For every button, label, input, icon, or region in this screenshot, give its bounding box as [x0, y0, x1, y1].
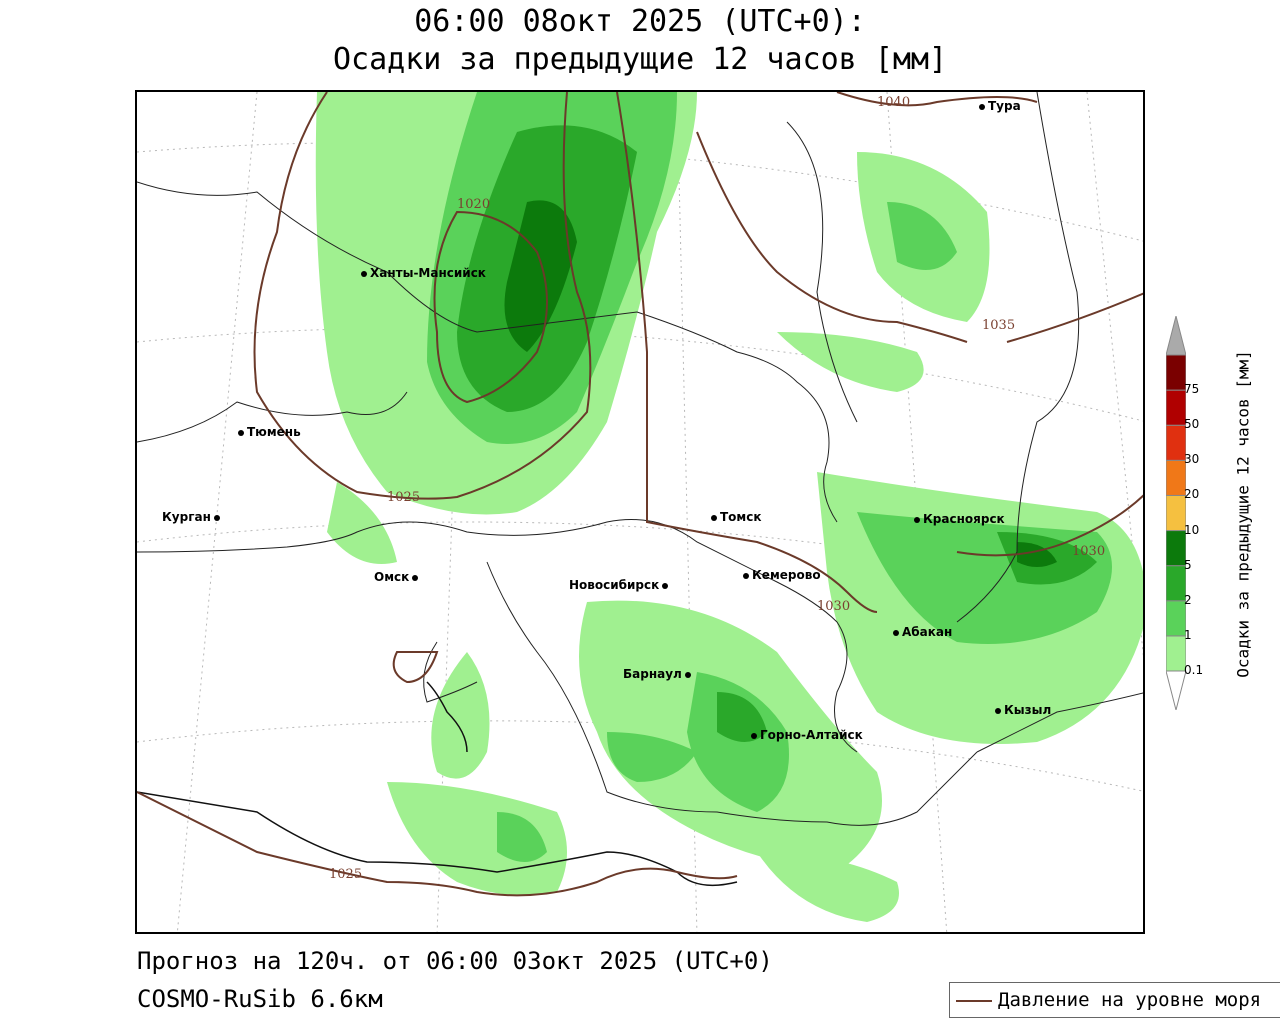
city-label: Курган	[162, 510, 211, 524]
city-dot	[995, 707, 1001, 714]
city-tyumen: Тюмень	[238, 425, 301, 439]
city-kurgan: Курган	[162, 510, 223, 524]
city-dot	[893, 629, 899, 636]
city-dot	[743, 572, 749, 579]
isobar-label-1030: 1030	[1072, 544, 1106, 559]
city-dot	[213, 514, 220, 521]
city-label: Тура	[988, 99, 1021, 113]
pressure-legend: Давление на уровне моря	[949, 982, 1280, 1018]
colorbar-cell	[1166, 635, 1186, 672]
city-dot	[979, 103, 985, 110]
precipitation-map: 1040 1020 1035 1025 1030 1030 1025 Тура …	[135, 90, 1145, 934]
city-label: Новосибирск	[569, 578, 660, 592]
city-label: Красноярск	[923, 512, 1005, 526]
city-label: Тюмень	[247, 425, 301, 439]
colorbar-cell	[1166, 459, 1186, 496]
city-dot	[412, 574, 419, 581]
city-novosibirsk: Новосибирск	[569, 578, 671, 592]
colorbar-tick-label: 30	[1184, 452, 1200, 467]
map-canvas	[137, 92, 1143, 932]
colorbar-tick-label: 20	[1184, 487, 1200, 502]
city-dot	[711, 514, 717, 521]
city-kyzyl: Кызыл	[995, 703, 1051, 717]
colorbar-cell	[1166, 530, 1186, 567]
city-khanty-mansiysk: Ханты-Мансийск	[361, 266, 486, 280]
city-barnaul: Барнаул	[623, 667, 694, 681]
colorbar-tick-label: 50	[1184, 417, 1200, 432]
colorbar-tick-label: 2	[1184, 592, 1192, 607]
isobars	[137, 92, 1143, 897]
pressure-line-swatch	[956, 1000, 992, 1002]
colorbar-cell	[1166, 389, 1186, 426]
city-gorno-altaysk: Горно-Алтайск	[751, 728, 863, 742]
isobar-label-1025b: 1025	[329, 867, 363, 882]
isobar-label-1035: 1035	[982, 318, 1016, 333]
city-krasnoyarsk: Красноярск	[914, 512, 1005, 526]
city-dot	[361, 270, 367, 277]
forecast-run-text: Прогноз на 120ч. от 06:00 03окт 2025 (UT…	[137, 947, 773, 975]
city-label: Барнаул	[623, 667, 682, 681]
admin-borders	[137, 92, 1143, 826]
city-dot	[914, 516, 920, 523]
city-kemerovo: Кемерово	[743, 568, 821, 582]
isobar-label-1030b: 1030	[817, 599, 851, 614]
city-dot	[238, 429, 244, 436]
city-tomsk: Томск	[711, 510, 762, 524]
colorbar-title: Осадки за предыдущие 12 часов [мм]	[1233, 350, 1253, 678]
colorbar-cells	[1166, 316, 1186, 710]
colorbar-min-triangle	[1166, 670, 1186, 710]
city-label: Горно-Алтайск	[760, 728, 863, 742]
city-label: Абакан	[902, 625, 953, 639]
pressure-legend-label: Давление на уровне моря	[998, 989, 1262, 1011]
city-label: Кемерово	[752, 568, 821, 582]
colorbar-tick-label: 75	[1184, 382, 1200, 397]
city-label: Кызыл	[1004, 703, 1052, 717]
precip-colorbar	[1166, 316, 1186, 710]
colorbar-cell	[1166, 565, 1186, 602]
colorbar-tick-label: 0.1	[1184, 663, 1204, 677]
colorbar-cell	[1166, 494, 1186, 532]
colorbar-tick-label: 1	[1184, 627, 1192, 642]
city-label: Омск	[374, 570, 410, 584]
colorbar-cell	[1166, 354, 1186, 391]
colorbar-tick-label: 10	[1184, 522, 1200, 537]
colorbar-tick-label: 5	[1184, 557, 1192, 572]
isobar-label-1025: 1025	[387, 490, 421, 505]
city-label: Ханты-Мансийск	[370, 266, 486, 280]
city-tura: Тура	[979, 99, 1021, 113]
precip-very-heavy	[504, 200, 1057, 567]
city-omsk: Омск	[374, 570, 421, 584]
state-border	[137, 681, 738, 887]
colorbar-cell	[1166, 600, 1186, 637]
map-title-variable: Осадки за предыдущие 12 часов [мм]	[332, 42, 948, 77]
isobar-label-1020: 1020	[457, 197, 491, 212]
model-name-text: COSMO-RuSib 6.6км	[137, 985, 383, 1013]
isobar-label-1040: 1040	[877, 95, 911, 110]
city-dot	[751, 732, 757, 739]
map-title-time: 06:00 08окт 2025 (UTC+0):	[414, 4, 866, 39]
city-dot	[684, 671, 691, 678]
city-abakan: Абакан	[893, 625, 952, 639]
colorbar-max-triangle	[1166, 316, 1186, 356]
city-dot	[662, 582, 669, 589]
city-label: Томск	[720, 510, 762, 524]
colorbar-cell	[1166, 424, 1186, 461]
